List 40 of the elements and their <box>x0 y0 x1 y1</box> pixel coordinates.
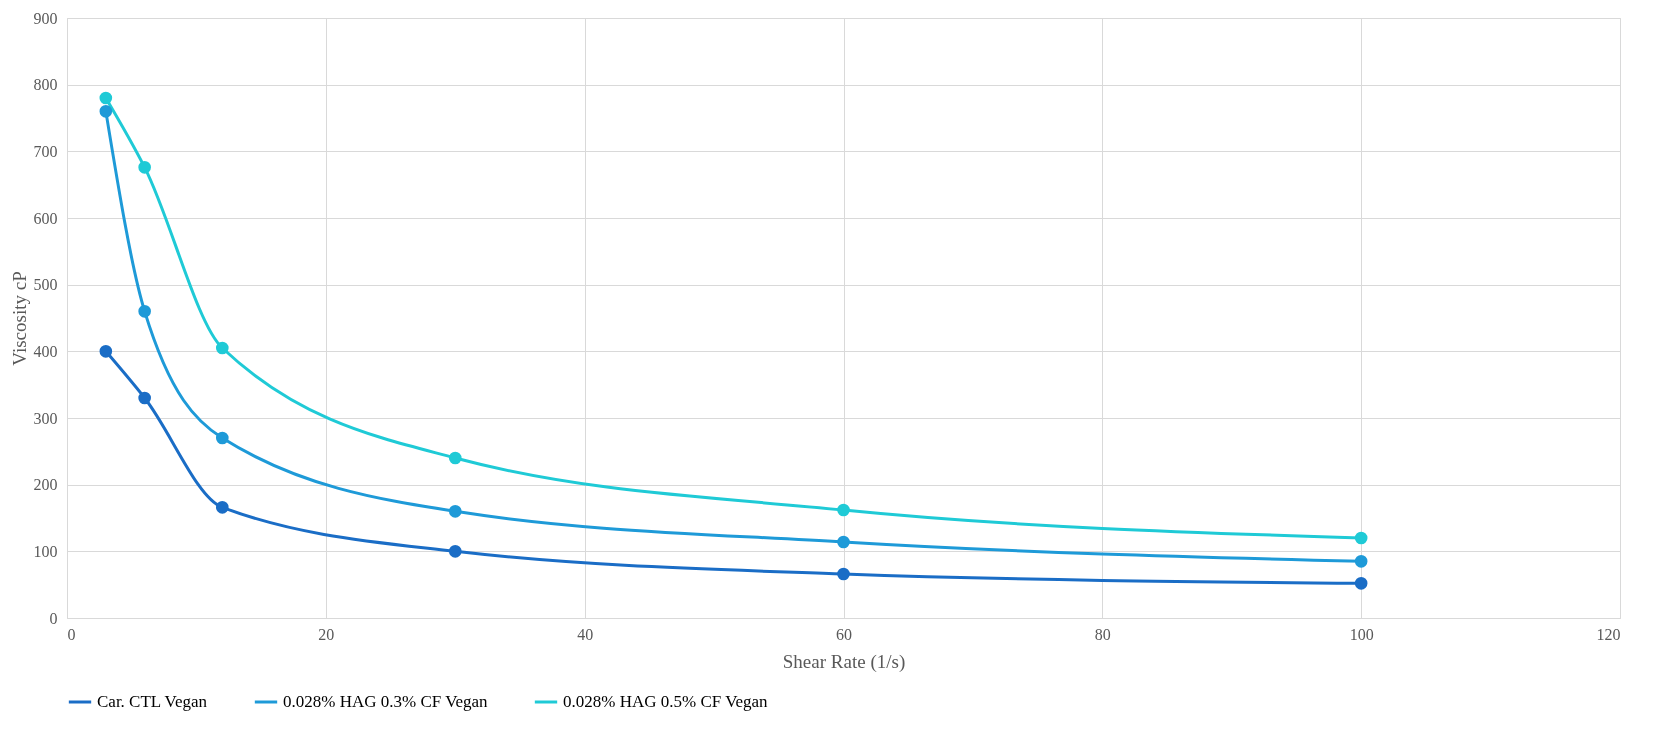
y-tick-label: 0 <box>49 609 58 627</box>
point <box>138 391 151 405</box>
y-axis-title: Viscosity cP <box>8 271 30 366</box>
y-tick-label: 100 <box>33 542 58 560</box>
y-tick-label: 200 <box>33 476 58 494</box>
point <box>138 161 151 174</box>
x-tick-label: 100 <box>1349 625 1374 643</box>
legend-label: 0.028% HAG 0.3% CF Vegan <box>283 692 489 711</box>
point <box>215 501 229 514</box>
x-axis-title: Shear Rate (1/s) <box>782 650 906 673</box>
legend-label: Car. CTL Vegan <box>97 692 208 711</box>
point <box>448 451 462 465</box>
y-tick-label: 900 <box>33 9 58 27</box>
point <box>448 545 462 558</box>
point <box>837 503 850 517</box>
y-tick-label: 700 <box>33 142 58 160</box>
x-tick-label: 20 <box>318 625 335 643</box>
point <box>1354 555 1368 568</box>
point <box>138 305 151 318</box>
y-tick-label: 600 <box>33 209 58 227</box>
y-tick-label: 400 <box>33 342 58 360</box>
x-tick-label: 40 <box>577 625 594 643</box>
point <box>1354 531 1368 545</box>
x-tick-label: 60 <box>836 625 852 643</box>
point <box>215 431 229 445</box>
point <box>448 505 462 518</box>
point <box>837 567 850 581</box>
point <box>215 341 229 355</box>
y-tick-label: 300 <box>33 409 58 427</box>
point <box>99 345 113 358</box>
point <box>99 91 113 105</box>
x-tick-label: 120 <box>1596 625 1621 643</box>
x-tick-label: 80 <box>1094 625 1111 643</box>
point <box>99 105 113 118</box>
point <box>1354 577 1368 590</box>
point <box>837 535 850 549</box>
legend-label: 0.028% HAG 0.5% CF Vegan <box>563 692 769 711</box>
y-tick-label: 500 <box>33 276 58 294</box>
x-tick-label: 0 <box>67 625 76 643</box>
y-tick-label: 800 <box>33 76 58 94</box>
